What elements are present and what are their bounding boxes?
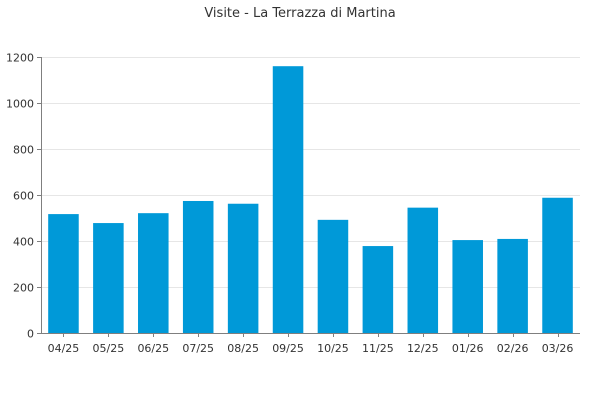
x-tick-label: 03/26 — [542, 342, 574, 355]
y-tick-label: 800 — [13, 144, 34, 157]
x-tick-label: 02/26 — [497, 342, 529, 355]
bar-10-25 — [317, 219, 349, 333]
bar-12-25 — [407, 207, 439, 333]
y-tick-label: 1000 — [6, 98, 34, 111]
x-tick-label: 09/25 — [272, 342, 304, 355]
bar-04-25 — [48, 214, 79, 333]
x-tick-label: 06/25 — [137, 342, 169, 355]
y-tick-label: 600 — [13, 190, 34, 203]
bar-03-26 — [542, 197, 573, 333]
x-tick-label: 11/25 — [362, 342, 394, 355]
x-tick-label: 08/25 — [227, 342, 259, 355]
grid-lines — [41, 57, 580, 288]
bar-01-26 — [452, 240, 483, 333]
x-tick-label: 12/25 — [407, 342, 439, 355]
x-tick-label: 05/25 — [93, 342, 125, 355]
chart-title: Visite - La Terrazza di Martina — [204, 6, 395, 21]
bar-08-25 — [227, 203, 259, 333]
bar-09-25 — [272, 66, 304, 333]
x-tick-label: 10/25 — [317, 342, 349, 355]
y-tick-label: 200 — [13, 282, 34, 295]
bar-11-25 — [362, 246, 394, 333]
y-tick-label: 0 — [27, 328, 34, 341]
axes — [37, 57, 580, 337]
bar-02-26 — [497, 238, 528, 333]
bar-07-25 — [182, 200, 214, 333]
x-tick-label: 07/25 — [182, 342, 214, 355]
bar-06-25 — [138, 213, 169, 333]
x-tick-label: 01/26 — [452, 342, 484, 355]
x-tick-labels: 04/25 05/25 06/25 07/25 08/25 09/25 10/25 11/25… — [48, 342, 574, 355]
y-tick-label: 400 — [13, 236, 34, 249]
x-tick-label: 04/25 — [48, 342, 80, 355]
bars — [48, 66, 573, 333]
bar-05-25 — [93, 223, 124, 333]
y-tick-labels: 0 200 400 600 800 1000 1200 — [6, 52, 34, 341]
y-tick-label: 1200 — [6, 52, 34, 65]
